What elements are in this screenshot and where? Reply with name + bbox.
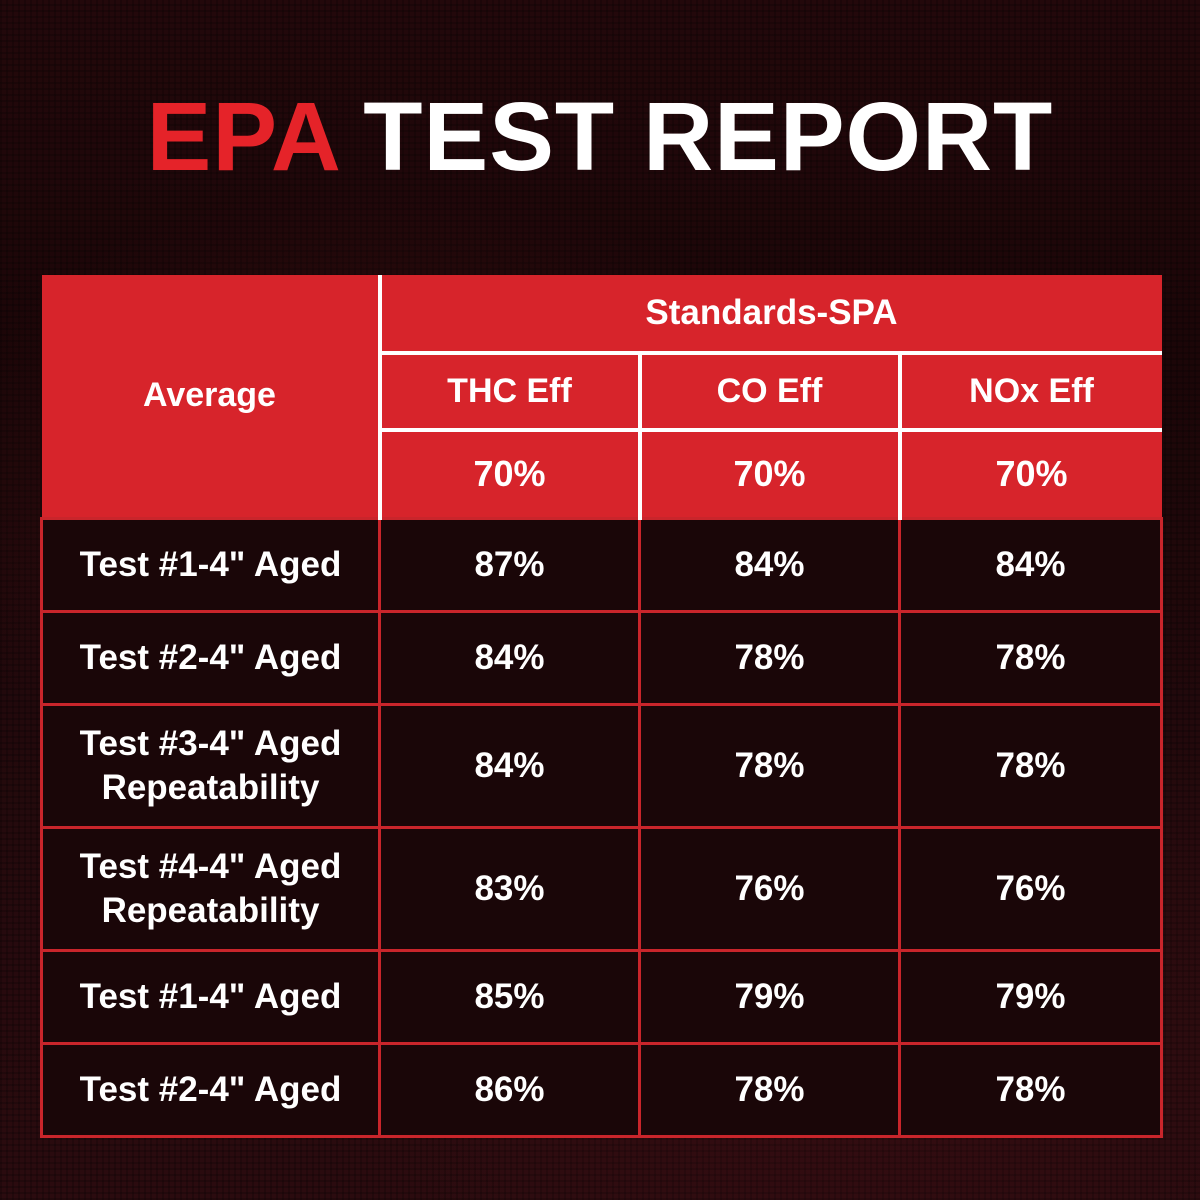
cell-nox: 76% — [897, 825, 1164, 952]
column-header-thc-eff: THC Eff — [377, 351, 640, 430]
row-label: Test #3-4" Aged Repeatability — [40, 702, 381, 829]
column-header-row: THC Eff CO Eff NOx Eff — [42, 351, 1162, 430]
cell-nox: 78% — [897, 702, 1164, 829]
cell-thc: 84% — [378, 702, 641, 829]
cell-co: 76% — [638, 825, 901, 952]
epa-test-report-table: Average Standards-SPA THC Eff CO Eff NOx… — [40, 275, 1164, 1138]
cell-co: 78% — [638, 609, 901, 706]
column-header-nox-eff: NOx Eff — [897, 351, 1162, 430]
group-header-standards-spa: Standards-SPA — [377, 275, 1162, 353]
standards-row: 70% 70% 70% — [42, 428, 1162, 518]
column-header-co-eff: CO Eff — [637, 351, 900, 430]
title-rest: TEST REPORT — [363, 82, 1054, 191]
cell-co: 79% — [638, 948, 901, 1045]
cell-nox: 84% — [897, 516, 1164, 613]
table-row: Test #4-4" Aged Repeatability 83% 76% 76… — [40, 825, 1164, 952]
standard-value-nox: 70% — [897, 428, 1162, 518]
table-row: Test #1-4" Aged 87% 84% 84% — [40, 516, 1164, 613]
row-label: Test #4-4" Aged Repeatability — [40, 825, 381, 952]
row-label: Test #2-4" Aged — [40, 609, 381, 706]
cell-thc: 84% — [378, 609, 641, 706]
cell-thc: 87% — [378, 516, 641, 613]
page-title: EPA TEST REPORT — [0, 88, 1200, 185]
table-row: Test #3-4" Aged Repeatability 84% 78% 78… — [40, 702, 1164, 829]
cell-nox: 78% — [897, 609, 1164, 706]
title-highlight: EPA — [146, 82, 342, 191]
cell-thc: 86% — [378, 1041, 641, 1138]
table-row: Test #2-4" Aged 84% 78% 78% — [40, 609, 1164, 706]
cell-thc: 85% — [378, 948, 641, 1045]
group-header-row: Average Standards-SPA — [41, 275, 1162, 518]
row-label: Test #1-4" Aged — [40, 516, 381, 613]
table-row: Test #2-4" Aged 86% 78% 78% — [40, 1041, 1164, 1138]
cell-nox: 78% — [897, 1041, 1164, 1138]
cell-nox: 79% — [897, 948, 1164, 1045]
standard-value-co: 70% — [637, 428, 900, 518]
cell-co: 78% — [638, 702, 901, 829]
cell-thc: 83% — [378, 825, 641, 952]
corner-cell-average: Average — [41, 275, 380, 518]
row-label: Test #2-4" Aged — [40, 1041, 381, 1138]
table-row: Test #1-4" Aged 85% 79% 79% — [40, 948, 1164, 1045]
standard-value-thc: 70% — [377, 428, 640, 518]
cell-co: 78% — [638, 1041, 901, 1138]
row-label: Test #1-4" Aged — [40, 948, 381, 1045]
cell-co: 84% — [638, 516, 901, 613]
